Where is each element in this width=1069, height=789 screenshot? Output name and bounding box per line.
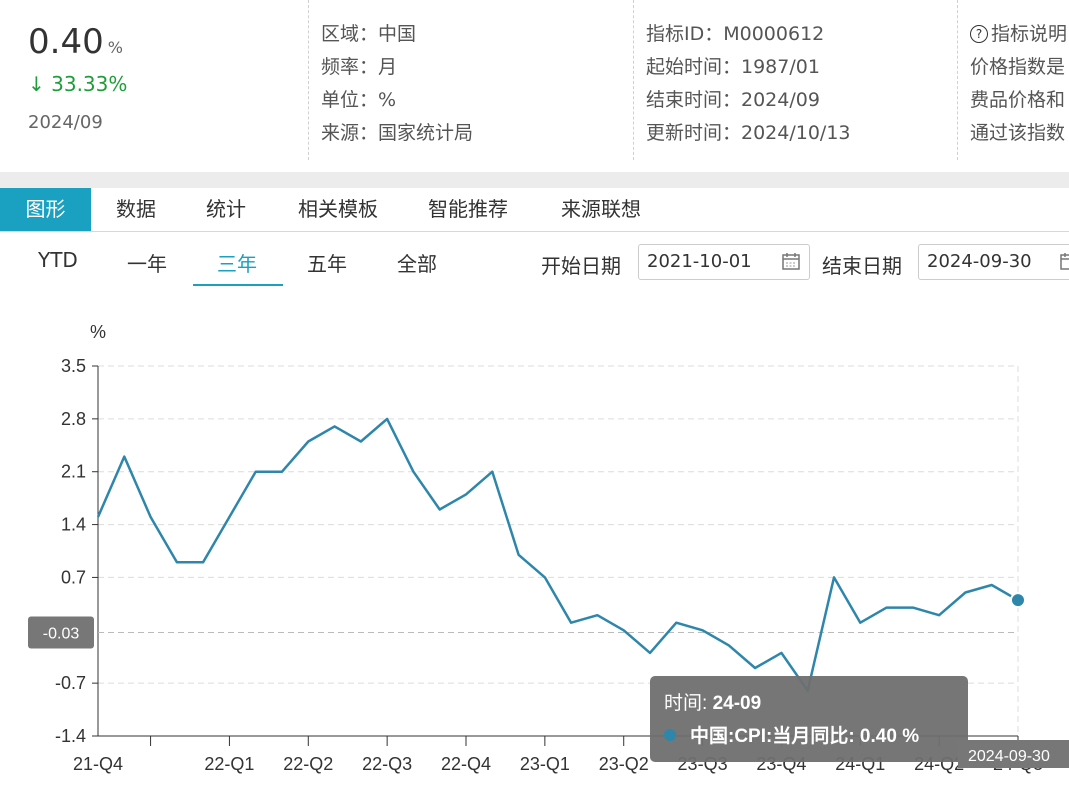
end-date-label: 结束日期 [822, 254, 902, 278]
latest-value: 0.40% [28, 22, 123, 62]
x-tick-label: 22-Q1 [204, 754, 254, 774]
range-ytd[interactable]: YTD [38, 248, 78, 272]
change-percent: ↓ 33.33% [28, 72, 128, 96]
meta-frequency: 频率：月 [321, 56, 398, 78]
x-tick-label: 23-Q2 [599, 754, 649, 774]
meta-end-time: 结束时间：2024/09 [646, 89, 820, 111]
info-line: 费品价格和 [970, 89, 1066, 111]
info-line: 价格指数是 [970, 56, 1066, 78]
meta-source: 来源：国家统计局 [321, 122, 474, 144]
meta-update-time: 更新时间：2024/10/13 [646, 122, 851, 144]
info-title: 指标说明 [991, 23, 1068, 45]
x-tick-label: 22-Q4 [441, 754, 491, 774]
summary-header: 0.40% ↓ 33.33% 2024/09 区域：中国 频率：月 单位：% 来… [0, 0, 1069, 172]
tab-related-templates[interactable]: 相关模板 [298, 197, 378, 221]
crosshair-y-label: -0.03 [43, 626, 80, 643]
tab-chart[interactable]: 图形 [0, 188, 91, 231]
y-tick-label: -0.7 [55, 673, 86, 693]
info-title-row[interactable]: ? 指标说明 [970, 18, 1067, 51]
calendar-icon[interactable] [1059, 251, 1069, 271]
meta-id-block: 指标ID：M0000612 起始时间：1987/01 结束时间：2024/09 … [646, 18, 851, 150]
tab-statistics[interactable]: 统计 [206, 197, 246, 221]
end-date-value: 2024-09-30 [927, 251, 1032, 272]
start-date-value: 2021-10-01 [647, 251, 752, 272]
y-axis-unit-label: % [90, 322, 106, 342]
range-three-years[interactable]: 三年 [217, 252, 257, 276]
crosshair-x-label-box [958, 740, 1069, 768]
start-date-input[interactable]: 2021-10-01 [638, 244, 810, 280]
divider [308, 0, 309, 160]
range-five-years[interactable]: 五年 [307, 252, 347, 276]
tooltip-time: 时间: 24-09 [664, 692, 761, 714]
y-tick-label: 1.4 [61, 515, 86, 535]
series-line [96, 417, 1019, 692]
meta-region-block: 区域：中国 频率：月 单位：% 来源：国家统计局 [321, 18, 473, 150]
crosshair-x-label: 2024-09-30 [968, 748, 1050, 765]
x-tick-label: 22-Q2 [283, 754, 333, 774]
y-tick-label: 2.8 [61, 409, 86, 429]
x-tick-label: 21-Q4 [73, 754, 123, 774]
info-line: 通过该指数 [970, 122, 1066, 144]
meta-indicator-id: 指标ID：M0000612 [646, 23, 825, 45]
tooltip-series: 中国:CPI:当月同比: 0.40 % [690, 724, 919, 747]
end-date-input[interactable]: 2024-09-30 [918, 244, 1069, 280]
y-tick-label: 0.7 [61, 567, 86, 587]
highlight-point [1010, 592, 1026, 609]
question-icon[interactable]: ? [970, 25, 988, 43]
tab-source-association[interactable]: 来源联想 [561, 197, 641, 221]
range-active-underline [193, 284, 283, 286]
y-tick-label: 2.1 [61, 462, 86, 482]
tab-smart-recommend[interactable]: 智能推荐 [428, 197, 508, 221]
divider [957, 0, 958, 160]
meta-unit: 单位：% [321, 89, 397, 111]
view-tabs: 图形 数据 统计 相关模板 智能推荐 来源联想 [0, 188, 1069, 232]
latest-date: 2024/09 [28, 112, 103, 133]
y-tick-label: -1.4 [55, 726, 86, 746]
tooltip-time-value: 24-09 [713, 693, 762, 714]
meta-region: 区域：中国 [321, 23, 417, 45]
calendar-icon[interactable] [781, 251, 801, 271]
meta-start-time: 起始时间：1987/01 [646, 56, 820, 78]
start-date-label: 开始日期 [541, 254, 621, 278]
tooltip-series-marker [664, 729, 676, 741]
range-all[interactable]: 全部 [397, 252, 437, 276]
x-tick-label: 22-Q3 [362, 754, 412, 774]
range-one-year[interactable]: 一年 [127, 252, 167, 276]
tooltip-box [650, 676, 968, 762]
section-gap [0, 172, 1069, 188]
value-unit: % [107, 38, 123, 57]
y-tick-label: 3.5 [61, 356, 86, 376]
indicator-description: ? 指标说明 价格指数是 费品价格和 通过该指数 [970, 18, 1067, 150]
x-tick-label: 23-Q1 [520, 754, 570, 774]
tab-data[interactable]: 数据 [116, 197, 156, 221]
crosshair-y-label-box [28, 616, 94, 649]
divider [633, 0, 634, 160]
